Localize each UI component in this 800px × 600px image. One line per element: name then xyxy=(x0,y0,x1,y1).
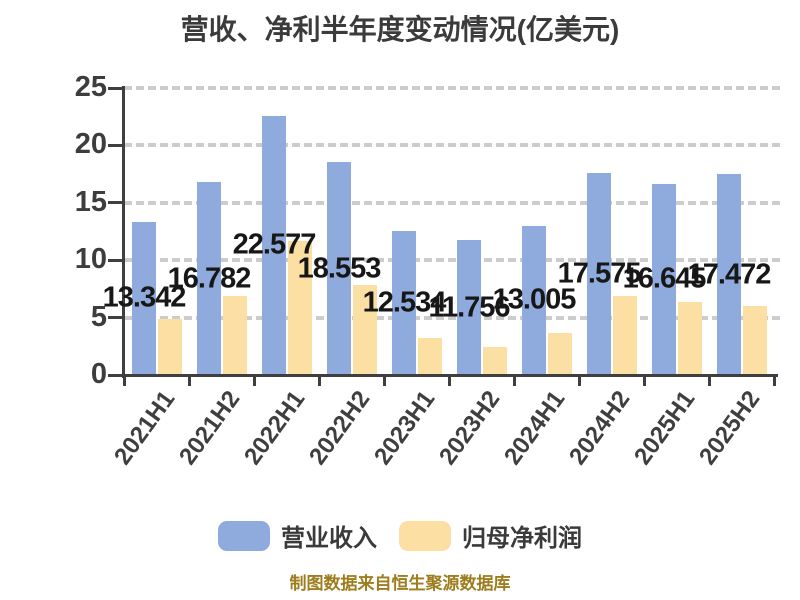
profit-bar-2024H1 xyxy=(548,332,572,374)
revenue-bar-2023H2 xyxy=(457,240,481,374)
profit-bar-2025H1 xyxy=(678,301,702,374)
profit-swatch-icon xyxy=(399,520,451,551)
x-tick-1 xyxy=(188,376,191,386)
x-category-label-2023H1: 2023H1 xyxy=(368,385,441,470)
x-tick-10 xyxy=(773,376,776,386)
y-tick-25 xyxy=(108,86,123,90)
value-label-2025H2: 17.472 xyxy=(687,258,772,291)
legend-item-profit: 归母净利润 xyxy=(399,518,582,553)
x-tick-9 xyxy=(708,376,711,386)
revenue-bar-2024H2 xyxy=(587,173,611,374)
gridline-15 xyxy=(124,200,780,205)
x-category-label-2023H2: 2023H2 xyxy=(433,385,506,470)
y-tick-10 xyxy=(108,258,123,262)
x-category-label-2021H1: 2021H1 xyxy=(108,385,181,470)
y-tick-15 xyxy=(108,201,123,205)
x-category-label-2022H1: 2022H1 xyxy=(238,385,311,470)
profit-bar-2023H2 xyxy=(483,347,507,374)
gridline-20 xyxy=(124,143,780,148)
revenue-bar-2021H2 xyxy=(197,182,221,374)
x-tick-3 xyxy=(318,376,321,386)
x-category-label-2024H1: 2024H1 xyxy=(498,385,571,470)
x-axis-line xyxy=(121,373,778,377)
y-tick-label-20: 20 xyxy=(74,128,107,161)
profit-bar-2021H2 xyxy=(223,295,247,374)
y-tick-label-5: 5 xyxy=(90,300,107,333)
chart-title: 营收、净利半年度变动情况(亿美元) xyxy=(180,14,620,45)
gridline-10 xyxy=(124,258,780,263)
footer-note: 制图数据来自恒生聚源数据库 xyxy=(289,574,511,593)
value-label-2021H1: 13.342 xyxy=(102,281,187,314)
y-tick-20 xyxy=(108,143,123,147)
x-category-label-2024H2: 2024H2 xyxy=(563,385,636,470)
revenue-bar-2021H1 xyxy=(132,221,156,374)
y-tick-label-0: 0 xyxy=(90,358,107,390)
legend-item-revenue: 营业收入 xyxy=(218,518,377,553)
value-label-2022H1: 22.577 xyxy=(232,228,317,261)
revenue-bar-2024H1 xyxy=(522,225,546,374)
revenue-bar-2023H1 xyxy=(392,231,416,374)
y-tick-0 xyxy=(108,373,123,377)
x-tick-5 xyxy=(448,376,451,386)
profit-bar-2025H2 xyxy=(743,306,767,374)
profit-bar-2022H2 xyxy=(353,285,377,374)
y-tick-5 xyxy=(108,316,123,320)
value-label-2024H1: 13.005 xyxy=(492,283,577,316)
profit-bar-2024H2 xyxy=(613,295,637,374)
revenue-bar-2025H1 xyxy=(652,183,676,374)
revenue-swatch-icon xyxy=(218,520,270,551)
profit-bar-2021H1 xyxy=(158,318,182,374)
value-label-2021H2: 16.782 xyxy=(167,262,252,295)
y-tick-label-15: 15 xyxy=(74,185,107,218)
revenue-bar-2022H1 xyxy=(262,115,286,374)
profit-bar-2023H1 xyxy=(418,338,442,374)
revenue-legend-label: 营业收入 xyxy=(281,525,377,552)
x-tick-4 xyxy=(383,376,386,386)
x-tick-2 xyxy=(253,376,256,386)
x-category-label-2025H2: 2025H2 xyxy=(693,385,766,470)
y-axis-line xyxy=(121,86,125,378)
value-label-2022H2: 18.553 xyxy=(297,252,382,284)
x-tick-6 xyxy=(513,376,516,386)
y-tick-label-10: 10 xyxy=(74,243,107,276)
revenue-bar-2025H2 xyxy=(717,174,741,374)
x-category-label-2021H2: 2021H2 xyxy=(173,385,246,470)
value-label-2024H2: 17.575 xyxy=(557,257,642,290)
profit-legend-label: 归母净利润 xyxy=(462,525,582,552)
gridline-5 xyxy=(124,315,780,320)
value-label-2023H2: 11.756 xyxy=(428,291,510,324)
profit-bar-2022H1 xyxy=(288,240,312,374)
y-tick-label-25: 25 xyxy=(74,71,107,103)
legend: 营业收入 归母净利润 xyxy=(0,518,800,553)
x-category-label-2025H1: 2025H1 xyxy=(628,385,701,470)
revenue-bar-2022H2 xyxy=(327,162,351,374)
x-tick-0 xyxy=(123,376,126,386)
value-label-2023H1: 12.534 xyxy=(362,286,447,319)
x-tick-8 xyxy=(643,376,646,386)
gridline-25 xyxy=(124,86,780,90)
x-tick-7 xyxy=(578,376,581,386)
x-category-label-2022H2: 2022H2 xyxy=(303,385,376,470)
value-label-2025H1: 16.645 xyxy=(622,262,707,295)
